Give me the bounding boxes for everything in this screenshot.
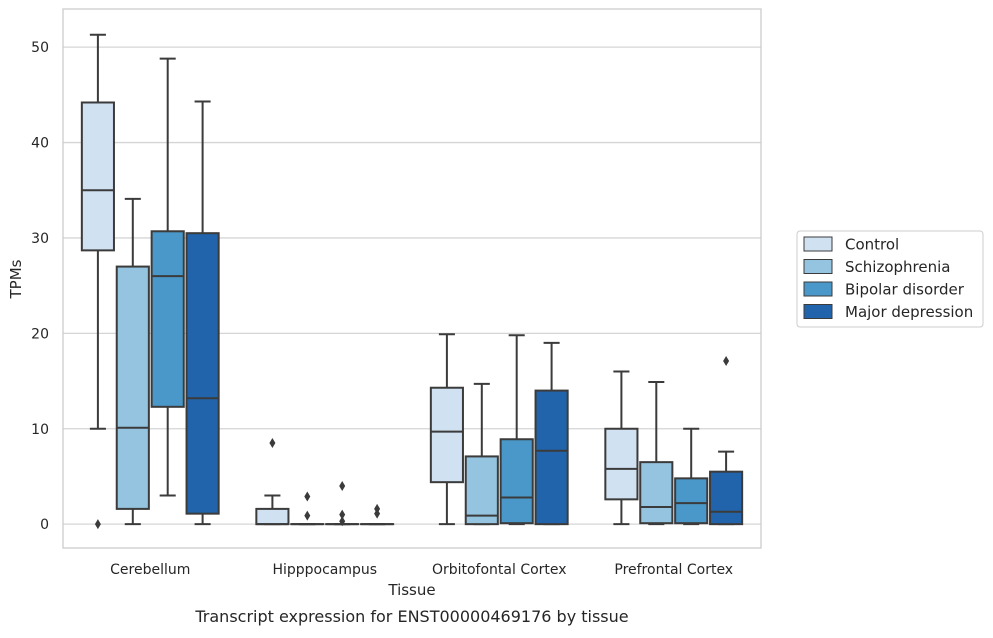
box-group xyxy=(256,438,288,524)
box xyxy=(152,231,184,407)
y-axis-title: TPMs xyxy=(7,259,25,299)
box-group xyxy=(152,59,184,496)
legend-swatch xyxy=(804,237,832,251)
outlier-point xyxy=(304,511,310,521)
chart-caption: Transcript expression for ENST0000046917… xyxy=(194,607,628,626)
box-group xyxy=(536,343,568,524)
box-group xyxy=(431,334,463,524)
y-tick-label: 0 xyxy=(40,517,49,533)
outlier-point xyxy=(723,356,729,366)
legend-label: Bipolar disorder xyxy=(845,281,965,299)
y-tick-label: 30 xyxy=(31,231,49,247)
legend-label: Schizophrenia xyxy=(845,258,950,276)
box xyxy=(431,388,463,482)
outlier-point xyxy=(339,481,345,491)
box-group xyxy=(605,372,637,525)
x-tick-label: Prefrontal Cortex xyxy=(614,562,733,578)
y-tick-label: 50 xyxy=(31,40,49,56)
box-group xyxy=(326,481,358,526)
box xyxy=(466,456,498,524)
box-group xyxy=(501,335,533,524)
box xyxy=(82,102,114,250)
box-group xyxy=(640,382,672,524)
box xyxy=(675,478,707,523)
outlier-point xyxy=(304,491,310,501)
legend: Control Schizophrenia Bipolar disorder Majo… xyxy=(797,231,983,327)
box-group xyxy=(710,356,742,524)
box xyxy=(536,391,568,525)
y-tick-label: 40 xyxy=(31,136,49,152)
boxes-layer xyxy=(82,35,742,529)
box xyxy=(187,233,219,513)
box-group xyxy=(187,102,219,525)
legend-label: Major depression xyxy=(845,303,973,321)
box xyxy=(605,429,637,500)
legend-label: Control xyxy=(845,236,899,254)
box-group xyxy=(82,35,114,529)
outlier-point xyxy=(339,510,345,520)
box-group xyxy=(466,384,498,524)
y-tick-label: 20 xyxy=(31,326,49,342)
box xyxy=(710,472,742,524)
outlier-point xyxy=(269,438,275,448)
box xyxy=(256,509,288,524)
outlier-point xyxy=(95,519,101,529)
y-tick-labels: 0 10 20 30 40 50 xyxy=(31,40,49,533)
box-group xyxy=(361,504,393,524)
x-axis-title: Tissue xyxy=(387,581,435,599)
box-group xyxy=(117,199,149,524)
y-tick-label: 10 xyxy=(31,422,49,438)
x-tick-label: Hipppocampus xyxy=(272,562,377,578)
legend-swatch xyxy=(804,305,832,319)
box-group xyxy=(291,491,323,524)
x-tick-labels: Cerebellum Hipppocampus Orbitofontal Corte… xyxy=(110,562,733,578)
box xyxy=(117,267,149,509)
box xyxy=(640,462,672,523)
legend-swatch xyxy=(804,260,832,274)
box xyxy=(501,439,533,523)
x-tick-label: Cerebellum xyxy=(110,562,190,578)
legend-swatch xyxy=(804,282,832,296)
x-tick-label: Orbitofontal Cortex xyxy=(432,562,567,578)
box-group xyxy=(675,429,707,524)
